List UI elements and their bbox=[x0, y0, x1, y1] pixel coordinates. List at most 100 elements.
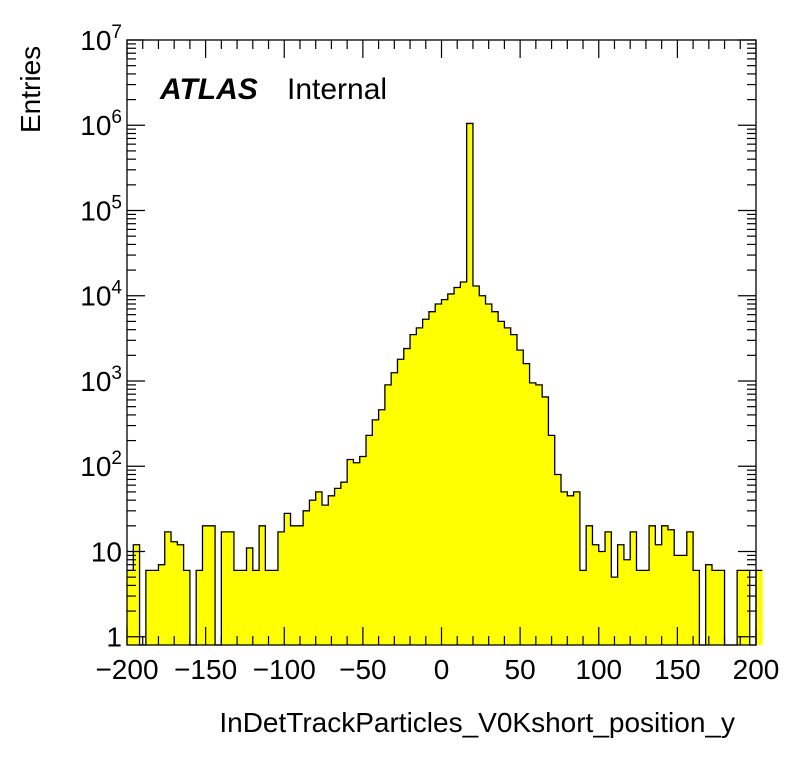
histogram-bar bbox=[391, 372, 398, 645]
histogram-bar bbox=[686, 531, 694, 645]
histogram-bar bbox=[510, 334, 518, 645]
histogram-bar bbox=[378, 409, 386, 645]
histogram-bar bbox=[265, 570, 273, 645]
histogram-bar bbox=[435, 304, 442, 645]
histogram-bar bbox=[416, 327, 424, 645]
histogram-bar bbox=[737, 570, 744, 645]
histogram-bar bbox=[561, 491, 568, 645]
histogram-bar bbox=[447, 293, 455, 645]
histogram-bar bbox=[227, 531, 235, 645]
histogram-bar bbox=[259, 525, 266, 645]
histogram-bar bbox=[598, 551, 606, 645]
histogram-bar bbox=[623, 559, 631, 645]
histogram-bar bbox=[315, 491, 323, 645]
histogram-bar bbox=[441, 299, 449, 645]
x-axis-title: InDetTrackParticles_V0Kshort_position_y bbox=[219, 707, 735, 738]
x-tick-label: 100 bbox=[575, 654, 622, 685]
histogram-bar bbox=[674, 555, 681, 645]
histogram-bar bbox=[661, 525, 669, 645]
histogram-bar bbox=[642, 570, 650, 645]
histogram-bar bbox=[460, 281, 468, 645]
x-tick-labels: −200 −150 −100 −50 0 50 100 150 200 bbox=[95, 654, 779, 685]
y-tick-label: 103 bbox=[80, 363, 122, 397]
x-tick-label: −200 bbox=[95, 654, 158, 685]
histogram-bar bbox=[573, 491, 581, 645]
histogram-bar bbox=[498, 321, 505, 645]
histogram-bar bbox=[158, 564, 166, 645]
y-axis-title: Entries bbox=[15, 46, 46, 133]
histogram-bar bbox=[397, 359, 405, 645]
histogram-bar bbox=[548, 435, 556, 645]
histogram-bar bbox=[410, 334, 417, 645]
histogram-bar bbox=[535, 384, 543, 645]
histogram-bar bbox=[208, 525, 216, 645]
x-tick-label: −150 bbox=[174, 654, 237, 685]
histogram-bar bbox=[680, 555, 688, 645]
histogram-bar bbox=[636, 570, 644, 645]
histogram-bar bbox=[422, 319, 430, 645]
histogram-bar bbox=[183, 570, 191, 645]
internal-label: Internal bbox=[287, 73, 387, 106]
histogram-bar bbox=[516, 350, 524, 645]
y-tick-label: 105 bbox=[80, 192, 122, 226]
histogram-bar bbox=[655, 544, 663, 645]
atlas-label: ATLAS bbox=[159, 73, 258, 106]
histogram-bar bbox=[366, 435, 373, 645]
histogram-bar bbox=[611, 577, 619, 645]
histogram-outline bbox=[127, 122, 763, 646]
histogram-bar bbox=[756, 570, 763, 645]
histogram-bar bbox=[246, 547, 254, 645]
histogram-bar bbox=[472, 286, 480, 645]
histogram-bar bbox=[133, 544, 140, 645]
y-tick-label: 102 bbox=[80, 448, 122, 482]
histogram-bar bbox=[334, 488, 342, 645]
histogram-bar bbox=[127, 570, 134, 645]
histogram-bar bbox=[479, 295, 486, 645]
histogram-bar bbox=[542, 396, 549, 645]
x-tick-label: 50 bbox=[505, 654, 536, 685]
histogram-bar bbox=[454, 287, 461, 645]
histogram-bar bbox=[403, 348, 411, 645]
histogram-bar bbox=[252, 570, 260, 645]
histogram-bar bbox=[428, 311, 436, 645]
histogram-bar bbox=[630, 531, 637, 645]
histogram-bar bbox=[347, 459, 354, 645]
histogram-bar bbox=[372, 419, 379, 645]
histogram-bar bbox=[359, 456, 367, 645]
y-tick-label: 10 bbox=[91, 536, 122, 567]
histogram-bar bbox=[202, 525, 210, 645]
histogram-bar bbox=[523, 363, 530, 645]
histogram-bar bbox=[277, 531, 285, 645]
histogram-bar bbox=[743, 570, 751, 645]
histogram-bar bbox=[466, 123, 474, 645]
x-tick-label: −50 bbox=[339, 654, 387, 685]
y-tick-label: 1 bbox=[106, 622, 122, 653]
histogram-bar bbox=[233, 570, 241, 645]
histogram-bar bbox=[711, 570, 719, 645]
histogram-bar bbox=[328, 495, 335, 645]
histogram-bar bbox=[567, 495, 574, 645]
histogram-bar bbox=[693, 570, 700, 645]
histogram-bar bbox=[384, 384, 392, 645]
histogram-bar bbox=[649, 525, 656, 645]
histogram-bar bbox=[353, 462, 361, 645]
histogram-bars bbox=[127, 123, 763, 645]
histogram-bar bbox=[529, 382, 537, 645]
histogram-bar bbox=[579, 570, 587, 645]
histogram-bar bbox=[177, 544, 185, 645]
histogram-bar bbox=[145, 570, 153, 645]
histogram-bar bbox=[491, 311, 499, 645]
y-tick-label: 104 bbox=[80, 278, 122, 312]
axis-ticks bbox=[126, 39, 757, 645]
histogram-bar bbox=[617, 544, 625, 645]
histogram-bar bbox=[303, 510, 310, 645]
histogram-bar bbox=[667, 529, 675, 645]
histogram-bar bbox=[321, 505, 329, 645]
histogram-bar bbox=[586, 525, 593, 645]
histogram-bar bbox=[340, 482, 348, 645]
histogram-bar bbox=[271, 570, 279, 645]
histogram-bar bbox=[504, 327, 512, 645]
histogram-bar bbox=[221, 531, 229, 645]
x-tick-label: −100 bbox=[253, 654, 316, 685]
y-tick-labels: 1 10 102 103 104 105 106 107 bbox=[80, 22, 122, 653]
